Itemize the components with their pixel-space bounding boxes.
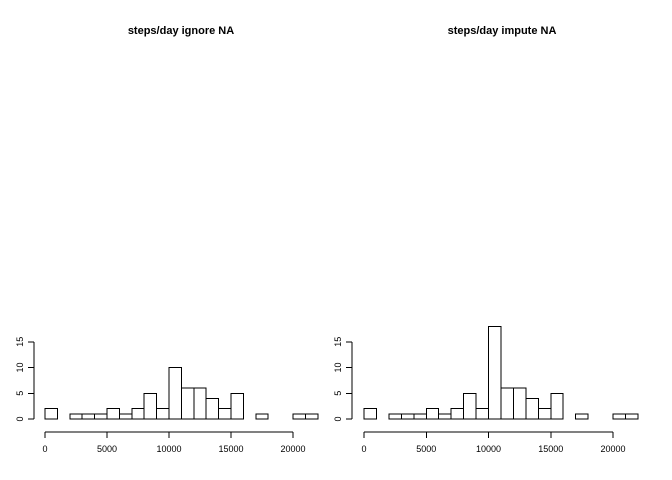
histogram-impute-na: steps/day impute NA 0 5000 10000 15000 20000… xyxy=(333,25,639,454)
bars xyxy=(363,325,639,420)
histogram-bar xyxy=(205,397,220,420)
histogram-bar xyxy=(475,408,490,420)
histogram-bar xyxy=(612,413,626,420)
y-tick-label: 5 xyxy=(15,391,25,396)
chart-title: steps/day ignore NA xyxy=(128,25,234,37)
x-tick-label: 10000 xyxy=(156,444,181,454)
x-tick-label: 15000 xyxy=(538,444,563,454)
histogram-bar xyxy=(624,413,639,420)
bars xyxy=(44,367,319,420)
x-axis: 0 5000 10000 15000 20000 xyxy=(361,431,626,454)
histogram-bar xyxy=(180,387,195,420)
histogram-bar xyxy=(156,408,170,420)
histogram-bar xyxy=(44,408,58,420)
histogram-bar xyxy=(438,413,452,420)
chart-title: steps/day impute NA xyxy=(448,25,557,37)
x-tick-label: 10000 xyxy=(476,444,501,454)
x-tick-label: 20000 xyxy=(600,444,625,454)
x-axis: 0 5000 10000 15000 20000 xyxy=(42,431,306,454)
histogram-bar xyxy=(106,408,120,420)
x-tick-label: 15000 xyxy=(218,444,243,454)
y-axis: 0 5 10 15 xyxy=(333,337,353,422)
histogram-bar xyxy=(304,413,319,420)
histogram-bar xyxy=(388,413,402,420)
histogram-bar xyxy=(413,413,427,420)
histogram-bar xyxy=(255,413,269,420)
y-axis: 0 5 10 15 xyxy=(15,337,35,422)
histogram-bar xyxy=(425,408,440,420)
histogram-bar xyxy=(525,397,539,420)
histogram-bar xyxy=(81,413,96,420)
histogram-bar xyxy=(193,387,207,420)
histogram-bar xyxy=(168,367,182,420)
histogram-bar xyxy=(143,392,158,420)
y-tick-label: 0 xyxy=(15,416,25,421)
y-tick-label: 10 xyxy=(15,362,25,372)
y-tick-label: 0 xyxy=(333,416,343,421)
x-tick-label: 5000 xyxy=(97,444,117,454)
y-tick-label: 10 xyxy=(333,362,343,372)
y-tick-label: 5 xyxy=(333,391,343,396)
x-tick-label: 20000 xyxy=(280,444,305,454)
histogram-bar xyxy=(292,413,306,420)
histogram-bar xyxy=(363,408,377,420)
histogram-bar xyxy=(575,413,589,420)
histogram-bar xyxy=(69,413,83,420)
histogram-bar xyxy=(118,413,133,420)
y-tick-label: 15 xyxy=(333,337,343,347)
histogram-bar xyxy=(500,387,514,420)
histogram-bar xyxy=(94,413,108,420)
histogram-bar xyxy=(450,408,465,420)
histogram-bar xyxy=(230,392,244,420)
histogram-bar xyxy=(550,392,564,420)
histogram-bar xyxy=(488,325,502,420)
y-tick-label: 15 xyxy=(15,337,25,347)
x-tick-label: 0 xyxy=(42,444,47,454)
histogram-ignore-na: steps/day ignore NA 0 5000 10000 15000 20000… xyxy=(15,25,319,454)
histogram-bar xyxy=(400,413,415,420)
x-tick-label: 5000 xyxy=(416,444,436,454)
histogram-bar xyxy=(512,387,527,420)
histogram-bar xyxy=(537,408,552,420)
x-tick-label: 0 xyxy=(361,444,366,454)
histogram-bar xyxy=(463,392,477,420)
histogram-bar xyxy=(131,408,145,420)
histogram-bar xyxy=(218,408,232,420)
